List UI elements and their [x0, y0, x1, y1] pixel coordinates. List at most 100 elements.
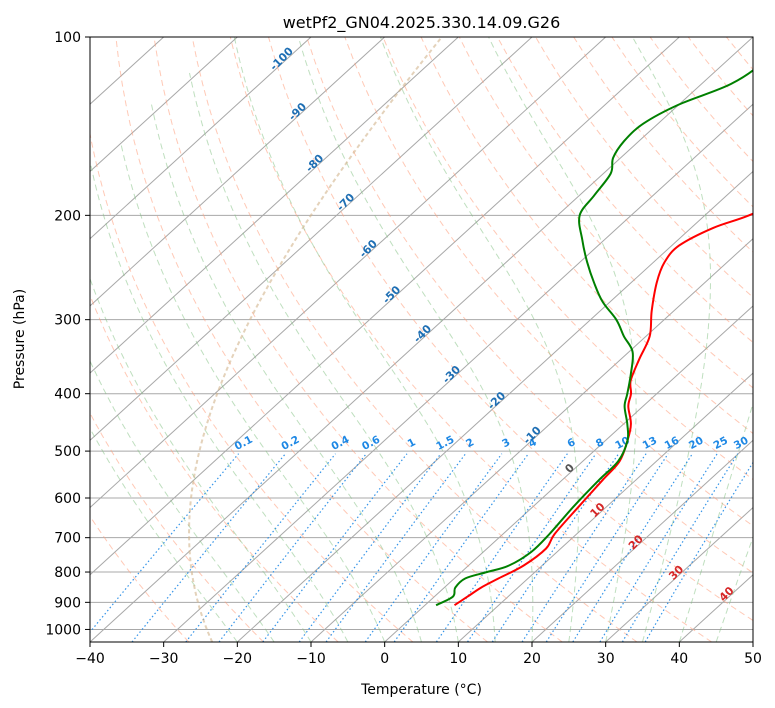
- y-tick-label: 700: [54, 531, 81, 547]
- isotherm-label: -40: [411, 322, 434, 345]
- mixing-ratio-label: 3: [500, 436, 512, 450]
- moist-adiabat-line: [678, 401, 753, 642]
- mixing-ratio-label: 0.1: [233, 434, 255, 453]
- skew-t-line-labels: 0.1 0.2 0.4 0.6 1 1.5 2 3 4 6 8 10 13 16 20 25 30 36-100-…: [233, 44, 753, 604]
- y-tick-label: 100: [54, 30, 81, 46]
- dry-adiabat-line: [90, 515, 190, 642]
- mixing-ratio-label: 2: [464, 436, 476, 450]
- mixing-ratio-line: [545, 453, 669, 642]
- isotherm-line: [310, 237, 753, 642]
- moist-adiabat-line: [90, 359, 275, 642]
- dry-adiabat-line: [726, 37, 753, 71]
- mixing-ratio-line: [491, 453, 620, 642]
- y-axis-label: Pressure (hPa): [12, 289, 28, 389]
- x-tick-label: 10: [449, 651, 467, 667]
- mixing-ratio-line: [621, 453, 739, 642]
- dry-adiabat-line: [496, 37, 753, 344]
- isotherm-line: [90, 37, 386, 307]
- axis-ticks: −40 −30 −20 −10 0 10 20 30 40 5010020030040050060…: [45, 30, 762, 667]
- moist-adiabat-line: [297, 37, 534, 642]
- y-tick-label: 800: [54, 565, 81, 581]
- dry-adiabat-line: [420, 37, 753, 435]
- y-tick-label: 1000: [45, 622, 81, 638]
- moist-adiabat-line: [488, 37, 637, 642]
- mixing-ratio-line: [325, 453, 467, 642]
- mixing-ratio-label: 1: [406, 436, 418, 450]
- mixing-ratio-label: 0.4: [329, 434, 351, 453]
- skew-t-profiles: [435, 69, 753, 607]
- moist-adiabat-line: [632, 37, 711, 642]
- x-tick-label: −20: [223, 651, 253, 667]
- isotherm-line: [90, 37, 607, 509]
- isotherm-label: -80: [303, 151, 326, 174]
- isotherm-label: -10: [521, 424, 544, 447]
- isotherm-line: [90, 37, 459, 374]
- mixing-ratio-label: 0.2: [279, 434, 301, 453]
- isotherm-label: -30: [440, 363, 463, 386]
- x-axis-label: Temperature (°C): [360, 682, 482, 698]
- isotherm-label: -50: [380, 283, 403, 306]
- y-tick-label: 600: [54, 491, 81, 507]
- dry-adiabat-line: [573, 37, 753, 253]
- isotherm-line: [236, 170, 753, 642]
- x-tick-label: 30: [597, 651, 615, 667]
- chart-title: wetPf2_GN04.2025.330.14.09.G26: [283, 13, 561, 33]
- mixing-ratio-line: [521, 453, 647, 642]
- wet-bulb-label: 20: [626, 532, 646, 552]
- isotherm-line: [605, 506, 753, 642]
- wet-bulb-label: 40: [717, 584, 737, 604]
- dry-adiabat-line: [153, 37, 563, 642]
- dry-adiabat-line: [191, 37, 638, 642]
- isotherm-label: -60: [357, 237, 380, 260]
- plot-frame: [89, 36, 754, 643]
- moist-adiabat-line: [189, 72, 459, 642]
- mixing-ratio-label: 30: [732, 435, 751, 452]
- mixing-ratio-line: [393, 453, 529, 642]
- temperature-profile-line: [453, 212, 753, 607]
- skew-t-grid: [90, 37, 775, 642]
- mixing-ratio-line: [131, 453, 286, 642]
- isotherm-line: [90, 37, 238, 173]
- isotherm-line: [457, 372, 753, 642]
- isotherm-label: -90: [286, 100, 309, 123]
- y-tick-label: 500: [54, 444, 81, 460]
- mixing-ratio-label: 16: [663, 435, 682, 452]
- moist-adiabat-line: [715, 535, 753, 642]
- dry-adiabat-line: [649, 37, 753, 163]
- mixing-ratio-line: [572, 453, 693, 642]
- dry-adiabat-line: [90, 412, 264, 642]
- mixing-ratio-label: 1.5: [434, 434, 456, 453]
- isotherm-line: [752, 641, 753, 642]
- tan-reference-curve: [187, 37, 443, 642]
- mixing-ratio-line: [262, 453, 408, 642]
- y-tick-label: 900: [54, 595, 81, 611]
- dry-adiabat-line: [687, 37, 753, 117]
- dry-adiabat-line: [115, 37, 488, 642]
- mixing-ratio-line: [435, 453, 568, 642]
- x-tick-label: 0: [380, 651, 389, 667]
- isotherm-line: [384, 305, 753, 642]
- dry-adiabat-line: [535, 37, 753, 298]
- isotherm-line: [90, 37, 680, 576]
- mixing-ratio-label: 13: [641, 435, 660, 452]
- y-tick-label: 300: [54, 313, 81, 329]
- wet-bulb-label: 10: [588, 500, 608, 520]
- moist-adiabat-line: [380, 37, 579, 642]
- dry-adiabat-line: [268, 37, 753, 622]
- x-tick-label: 40: [670, 651, 688, 667]
- mixing-ratio-line: [467, 453, 597, 642]
- mixing-ratio-line: [298, 453, 442, 642]
- mixing-ratio-line: [599, 453, 718, 642]
- isotherm-line: [163, 103, 753, 642]
- dry-adiabat-line: [344, 37, 753, 527]
- x-tick-label: 20: [523, 651, 541, 667]
- moist-adiabat-line: [90, 165, 349, 642]
- wet-bulb-label: 30: [666, 562, 686, 582]
- dry-adiabat-line: [765, 37, 775, 642]
- y-tick-label: 400: [54, 387, 81, 403]
- moist-adiabat-line: [90, 427, 238, 642]
- mixing-ratio-label: 6: [565, 436, 577, 450]
- dry-adiabat-line: [382, 37, 753, 481]
- x-tick-label: −10: [296, 651, 326, 667]
